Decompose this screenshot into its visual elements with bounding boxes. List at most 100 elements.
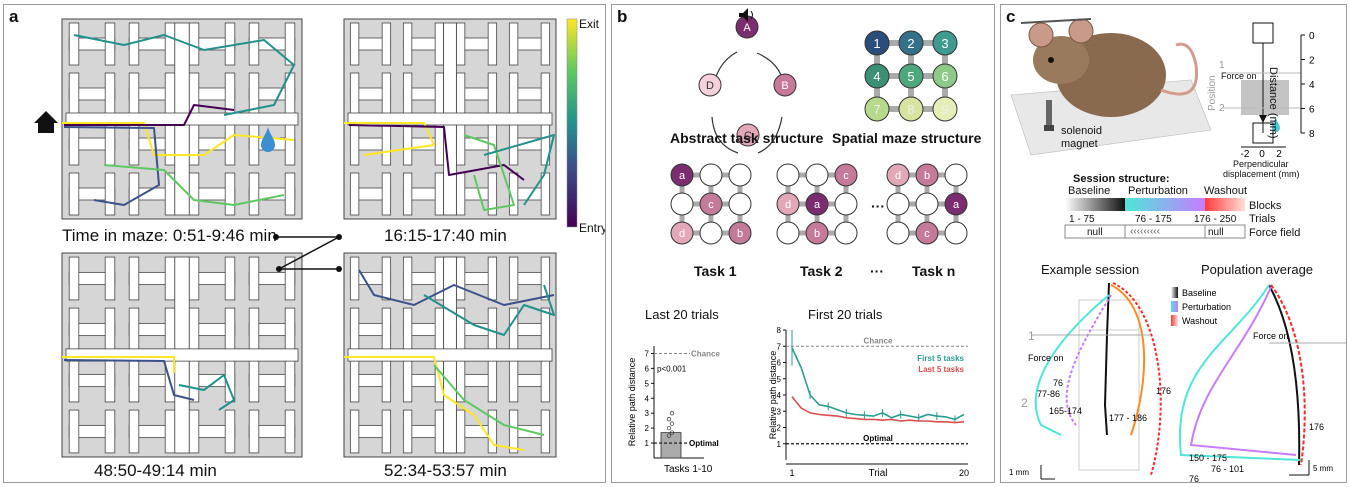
grid-edge [911, 40, 945, 46]
corridor [248, 22, 260, 66]
task-point [669, 430, 675, 435]
scale-label: .5 mm [1289, 481, 1312, 483]
trace-label: 150 - 175 [1189, 453, 1227, 463]
force-on-label: Force on [1253, 331, 1289, 341]
grid-edge [814, 175, 820, 204]
corridor [248, 358, 260, 403]
corridor [487, 72, 498, 116]
corridor [284, 307, 296, 352]
grid-edge [927, 230, 956, 236]
force-field-arrows: ‹‹‹‹‹‹‹‹‹ [1130, 226, 1160, 237]
zoom-box [1078, 329, 1140, 471]
corridor [164, 409, 176, 454]
task-node-label: d [785, 199, 791, 211]
task-point [666, 433, 672, 438]
trace-label: 176 [1309, 422, 1324, 432]
spatial-node-label: 5 [907, 69, 914, 84]
grid-edge [895, 204, 901, 233]
left-y-label: Relative path distance [627, 358, 637, 447]
grid-edge [817, 230, 846, 236]
maze-caption-1: Time in maze: 0:51-9:46 min [62, 226, 277, 245]
corridor [540, 256, 551, 301]
corridor [540, 72, 551, 116]
force-region [1241, 80, 1289, 115]
trajectory [463, 134, 515, 211]
trajectory [73, 34, 295, 116]
optimal-label: Optimal [689, 439, 719, 448]
colorbar-bottom-label: Entry [579, 221, 606, 235]
grid-edge [924, 204, 930, 233]
corridor [402, 358, 413, 403]
right-x-tick-label: 1 [789, 468, 794, 478]
corridor [284, 22, 296, 66]
grid-edge [911, 73, 945, 79]
start-box [1252, 22, 1274, 44]
task-node-label: a [814, 199, 821, 211]
corridor [104, 256, 116, 301]
task-node [699, 192, 723, 216]
corridor [540, 358, 551, 403]
grid-edge [711, 201, 740, 207]
corridor [284, 122, 296, 166]
corridor [349, 256, 360, 301]
example-mark: 2 [1021, 396, 1028, 410]
right-y-tick-label: 7 [777, 342, 782, 351]
left-x-label: Tasks 1-10 [664, 464, 713, 475]
task-n-title: Task n [912, 263, 956, 279]
corridor [188, 256, 200, 301]
corridor [224, 172, 236, 216]
grid-edge [788, 172, 817, 178]
corridor [540, 307, 551, 352]
distance-tick-label: 4 [1309, 80, 1315, 91]
trajectory [63, 359, 195, 401]
head-bar [1020, 18, 1092, 24]
corridor [248, 256, 260, 301]
chance-label: Chance [691, 349, 720, 358]
corridor [164, 122, 176, 166]
grid-edge [817, 172, 846, 178]
grid-edge [874, 43, 880, 76]
right-y-tick-label: 2 [777, 424, 782, 433]
task-node [944, 221, 968, 245]
corridor [455, 122, 466, 166]
task-node [776, 163, 800, 187]
task-node [915, 221, 939, 245]
corridor [508, 256, 519, 301]
legend-swatch [1171, 301, 1178, 312]
speaker-icon [739, 8, 748, 22]
maze-4 [343, 252, 557, 458]
task-node-label: d [679, 228, 685, 240]
corridor [68, 307, 80, 352]
spatial-node [932, 63, 958, 89]
panel-c: 1 2 0 2 4 6 8 -2 0 2 1 2 Force on 76 77-86 165-174 177 -… [1000, 4, 1347, 483]
position-mark: 1 [1219, 60, 1225, 71]
chance-label: Chance [864, 336, 893, 345]
task-node [805, 192, 829, 216]
right-y-label: Relative path distance [768, 351, 778, 440]
corridor [104, 72, 116, 116]
trace-label: 177 - 186 [1109, 413, 1147, 423]
grid-edge [679, 204, 685, 233]
grid-edge [927, 172, 956, 178]
corridor [284, 172, 296, 216]
washout-trace [1270, 284, 1306, 466]
grid-edge [924, 175, 930, 204]
grid-edge [898, 230, 927, 236]
task-node-label: b [814, 228, 820, 240]
trajectory [423, 284, 555, 336]
corridor [224, 22, 236, 66]
perturbation-trace [1065, 294, 1112, 426]
right-y-tick-label: 1 [777, 440, 782, 449]
corridor [381, 307, 392, 352]
legend-entry: First 5 tasks [917, 354, 964, 363]
panel-a: a Exit Entry Time in maze: 0:51-9:46 min… [3, 4, 606, 483]
perp-label-2: displacement (mm) [1223, 169, 1300, 179]
trajectory [483, 134, 555, 206]
corridor [349, 307, 360, 352]
task-node [776, 221, 800, 245]
abstract-node [773, 73, 797, 97]
home-icon [34, 111, 58, 133]
spatial-node-label: 1 [873, 36, 880, 51]
corridor [164, 22, 176, 66]
